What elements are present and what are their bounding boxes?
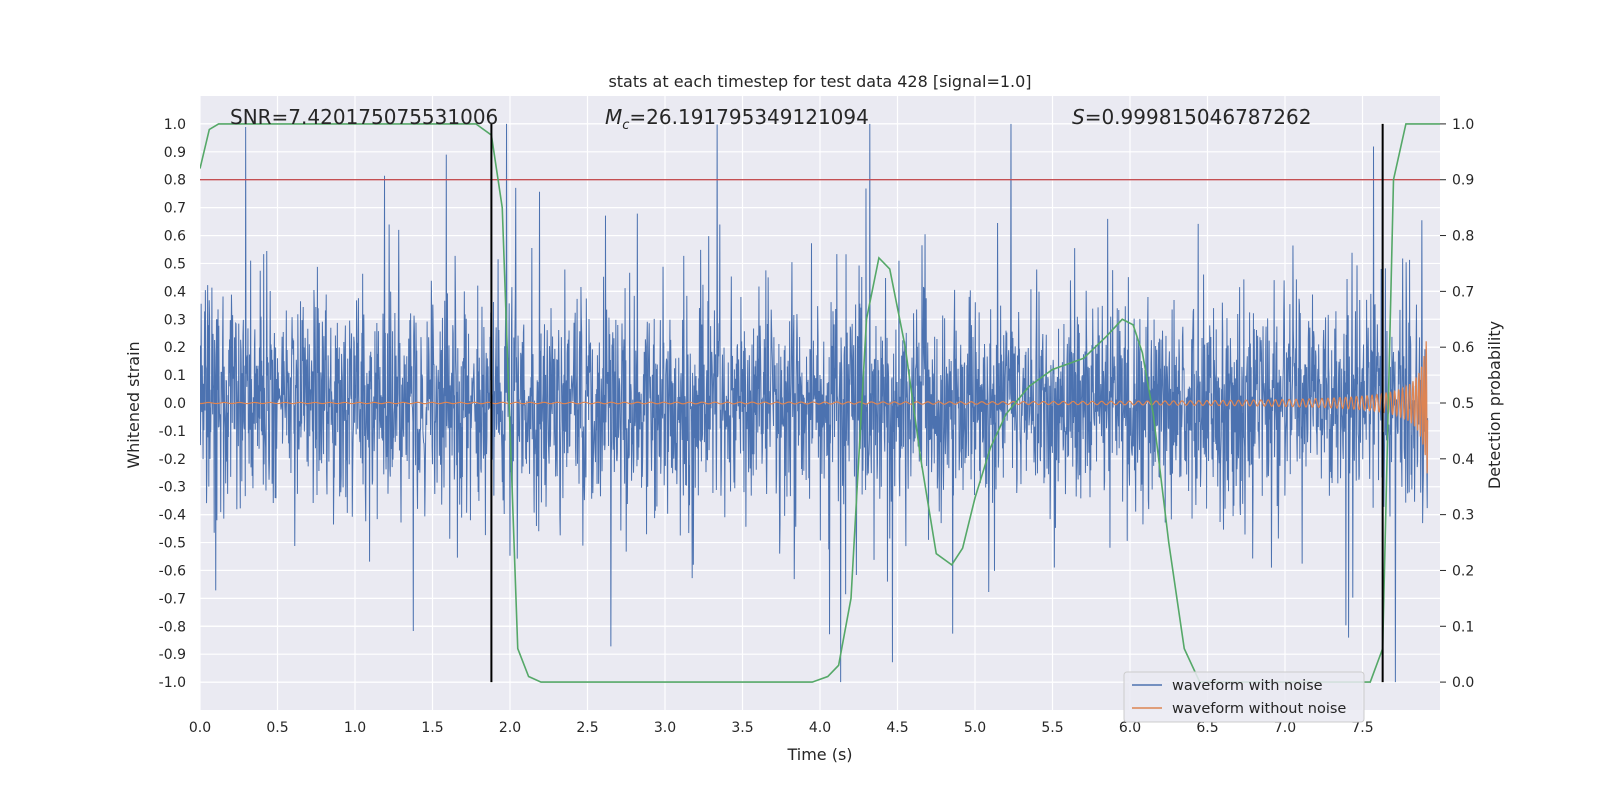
- y2-tick-label: 0.3: [1452, 508, 1474, 524]
- y-tick-label: -0.7: [159, 591, 186, 607]
- y-tick-label: 1.0: [164, 117, 186, 133]
- y2-tick-label: 0.5: [1452, 396, 1474, 412]
- x-tick-label: 0.5: [266, 720, 288, 736]
- y-axis-ticks: 1.0 0.9 0.8 0.7 0.6 0.5 0.4 0.3 0.2 0.1 0.0 -0.1 -0.…: [159, 117, 186, 691]
- y-tick-label: 0.2: [164, 340, 186, 356]
- chart-title: stats at each timestep for test data 428…: [608, 72, 1031, 91]
- x-tick-label: 6.5: [1196, 720, 1218, 736]
- y-tick-label: -0.2: [159, 452, 186, 468]
- x-tick-label: 7.5: [1351, 720, 1373, 736]
- y-tick-label: 0.7: [164, 201, 186, 217]
- y2-tick-label: 0.8: [1452, 229, 1474, 245]
- y-tick-label: -0.5: [159, 536, 186, 552]
- y2-tick-label: 0.4: [1452, 452, 1474, 468]
- y-tick-label: 0.1: [164, 368, 186, 384]
- x-tick-label: 3.5: [731, 720, 753, 736]
- s-annotation: S=0.999815046787262: [1072, 105, 1311, 129]
- legend-box: [1123, 671, 1365, 723]
- y-tick-label: 0.9: [164, 145, 186, 161]
- y2-tick-label: 0.1: [1452, 619, 1474, 635]
- x-tick-label: 1.5: [421, 720, 443, 736]
- y-tick-label: -0.6: [159, 563, 186, 579]
- legend-label-without-noise: waveform without noise: [1172, 701, 1346, 717]
- x-tick-label: 5.0: [964, 720, 986, 736]
- y2-tick-label: 0.2: [1452, 563, 1474, 579]
- y-tick-label: 0.0: [164, 396, 186, 412]
- y2-tick-label: 0.6: [1452, 340, 1474, 356]
- s-symbol: S: [1072, 105, 1085, 129]
- x-tick-label: 2.5: [576, 720, 598, 736]
- y-tick-label: -0.1: [159, 424, 186, 440]
- x-tick-label: 2.0: [499, 720, 521, 736]
- x-axis-label: Time (s): [786, 745, 852, 764]
- chirp-mass-annotation: Mc=26.191795349121094: [605, 105, 869, 133]
- y-tick-label: -1.0: [159, 675, 186, 691]
- chirp-mass-value: =26.191795349121094: [629, 105, 868, 129]
- snr-annotation: SNR=7.420175075531006: [230, 105, 498, 129]
- y-tick-label: 0.3: [164, 312, 186, 328]
- y-axis-label: Whitened strain: [124, 341, 143, 468]
- y2-axis-label: Detection probability: [1485, 321, 1504, 489]
- series-waveform-with-noise: [200, 123, 1429, 683]
- x-tick-label: 7.0: [1274, 720, 1296, 736]
- vertical-markers: [490, 123, 1384, 683]
- x-tick-label: 4.5: [886, 720, 908, 736]
- y-tick-label: -0.3: [159, 480, 186, 496]
- y2-tick-label: 0.9: [1452, 173, 1474, 189]
- x-tick-label: 4.0: [809, 720, 831, 736]
- y-tick-label: 0.4: [164, 284, 186, 300]
- y-tick-label: 0.5: [164, 256, 186, 272]
- y2-axis-ticks: 1.0 0.9 0.8 0.7 0.6 0.5 0.4 0.3 0.2 0.1 0.0: [1440, 117, 1474, 691]
- x-tick-label: 6.0: [1119, 720, 1141, 736]
- y-tick-label: 0.8: [164, 173, 186, 189]
- y2-tick-label: 1.0: [1452, 117, 1474, 133]
- s-value: =0.999815046787262: [1085, 105, 1312, 129]
- chirp-mass-subscript: c: [622, 118, 629, 133]
- x-tick-label: 3.0: [654, 720, 676, 736]
- x-tick-label: 0.0: [189, 720, 211, 736]
- y2-tick-label: 0.0: [1452, 675, 1474, 691]
- legend-label-with-noise: waveform with noise: [1172, 678, 1323, 694]
- series-waveform-without-noise: [200, 341, 1429, 474]
- y2-tick-label: 0.7: [1452, 284, 1474, 300]
- chirp-mass-symbol: M: [605, 105, 622, 129]
- y-tick-label: -0.4: [159, 508, 186, 524]
- y-tick-label: 0.6: [164, 229, 186, 245]
- y-tick-label: -0.9: [159, 647, 186, 663]
- legend: waveform with noise waveform without noi…: [1123, 671, 1365, 723]
- x-axis-ticks: 0.0 0.5 1.0 1.5 2.0 2.5 3.0 3.5 4.0 4.5 5.0 5.5 6.0 6…: [189, 720, 1374, 736]
- x-tick-label: 5.5: [1041, 720, 1063, 736]
- y-tick-label: -0.8: [159, 619, 186, 635]
- x-tick-label: 1.0: [344, 720, 366, 736]
